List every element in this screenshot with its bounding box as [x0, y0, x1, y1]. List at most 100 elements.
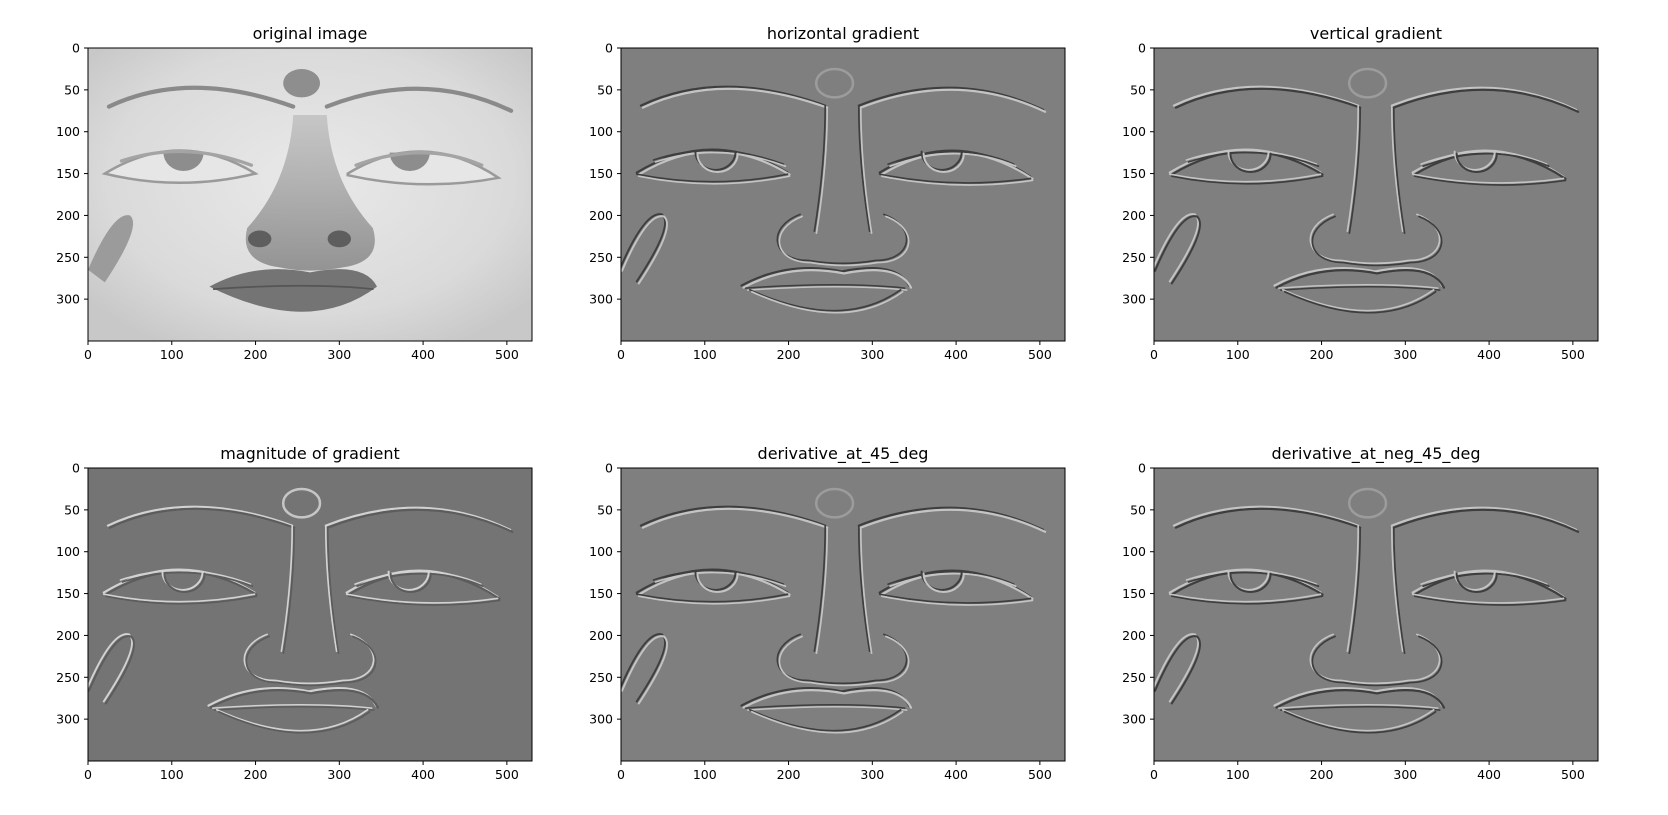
x-tick-label: 400 [1477, 347, 1501, 362]
lip-line-highlight [744, 704, 906, 709]
image-original [88, 48, 532, 341]
x-tick-label: 100 [693, 767, 717, 782]
nose-outline-shadow [1311, 635, 1443, 687]
eye-bottom-right-shadow [880, 595, 1034, 606]
eye-bottom-left-shadow [104, 595, 258, 605]
x-tick-label: 300 [860, 767, 884, 782]
subplot-title: derivative_at_45_deg [758, 444, 929, 464]
nose-outline-highlight [1309, 633, 1441, 685]
y-tick-label: 250 [56, 670, 80, 685]
y-tick-label: 0 [72, 41, 80, 56]
lip-line-highlight [1277, 284, 1439, 289]
lip-line-highlight [1277, 704, 1439, 709]
lid-right-highlight [1420, 150, 1548, 166]
subplot-title: original image [253, 24, 368, 43]
finger-highlight [621, 633, 667, 703]
x-tick-label: 100 [693, 347, 717, 362]
eye-bottom-left-shadow [637, 595, 791, 605]
subplot-gy: vertical gradient 0 100 200 300 400 500 0 50 100 1… [1122, 24, 1599, 362]
x-tick-label: 200 [244, 767, 268, 782]
lid-right-highlight [887, 150, 1015, 166]
lid-left-highlight [119, 569, 252, 586]
eye-bottom-right-shadow [1413, 595, 1567, 606]
axes-frame [1153, 467, 1599, 762]
brow-left-shadow [641, 507, 829, 529]
lid-left-highlight [1185, 569, 1318, 586]
iris-left-shadow [696, 152, 739, 173]
iris-right-shadow [922, 152, 965, 173]
subplot-gx: horizontal gradient 0 100 200 300 400 500 0 50 10… [589, 24, 1066, 362]
iris-right-highlight [1453, 570, 1496, 591]
finger-shadow [88, 635, 136, 705]
x-tick-label: 300 [327, 347, 351, 362]
eye-bottom-right-shadow [1413, 175, 1567, 186]
bridge-left-shadow [282, 526, 296, 655]
lip-bottom-highlight [1281, 288, 1435, 312]
y-tick-label: 150 [56, 166, 80, 181]
x-tick-label: 500 [495, 347, 519, 362]
subplot-title: vertical gradient [1310, 24, 1442, 43]
lip-top-shadow [209, 689, 380, 709]
y-tick-label: 300 [1122, 292, 1146, 307]
x-tick-label: 200 [1310, 347, 1334, 362]
bridge-right-shadow [859, 106, 873, 235]
nostril-left [248, 230, 272, 248]
bridge-left-shadow [1348, 106, 1362, 235]
brow-left-highlight [639, 505, 827, 527]
brow-right-highlight [324, 506, 512, 531]
lip-bottom-highlight [748, 708, 902, 732]
y-tick-label: 250 [1122, 670, 1146, 685]
image-gx [621, 48, 1065, 341]
y-tick-label: 300 [1122, 712, 1146, 727]
nose-outline-highlight [776, 633, 908, 685]
lid-right-highlight [1420, 570, 1548, 586]
iris-left-highlight [694, 150, 737, 171]
brow-right-highlight [1390, 506, 1578, 531]
x-tick-label: 0 [617, 347, 625, 362]
x-tick-label: 400 [1477, 767, 1501, 782]
y-tick-label: 100 [56, 124, 80, 139]
x-tick-label: 100 [1226, 767, 1250, 782]
eye-bottom-right-highlight [878, 173, 1032, 184]
image-mag [88, 468, 532, 761]
nose-outline-shadow [778, 215, 910, 267]
urna-mark [281, 487, 322, 519]
eye-bottom-left-highlight [635, 593, 789, 603]
nostril-right [327, 230, 351, 248]
y-tick-label: 250 [589, 670, 613, 685]
lip-top-shadow [1275, 689, 1446, 709]
bridge-left-shadow [1348, 526, 1362, 655]
x-tick-label: 100 [160, 767, 184, 782]
eye-bottom-right-highlight [1411, 173, 1565, 184]
image-dn45 [1154, 468, 1598, 761]
lip-bottom-shadow [217, 710, 371, 734]
iris-right-highlight [1453, 150, 1496, 171]
bridge-right-shadow [326, 526, 340, 655]
y-tick-label: 300 [56, 292, 80, 307]
lip-line-highlight [744, 284, 906, 289]
y-tick-label: 150 [1122, 586, 1146, 601]
axes-frame [87, 467, 533, 762]
y-tick-label: 200 [589, 208, 613, 223]
subplot-d45: derivative_at_45_deg 0 100 200 300 400 500 0 50 1… [589, 444, 1066, 782]
lid-right-shadow [356, 572, 484, 588]
bridge-right-shadow [1392, 106, 1406, 235]
lip-bottom-shadow [750, 710, 904, 734]
y-tick-label: 300 [589, 712, 613, 727]
brow-right-shadow [859, 88, 1047, 113]
y-tick-label: 200 [1122, 628, 1146, 643]
x-tick-label: 500 [1028, 767, 1052, 782]
nose-outline-highlight [1309, 213, 1441, 265]
y-tick-label: 100 [589, 544, 613, 559]
finger-highlight [88, 633, 134, 703]
lip-line [212, 284, 374, 290]
eye-top-right-shadow [1413, 151, 1567, 180]
y-tick-label: 200 [589, 628, 613, 643]
nose-outline-shadow [1311, 215, 1443, 267]
y-tick-label: 50 [597, 502, 613, 517]
lid-left-shadow [1187, 151, 1320, 168]
image-gy [1154, 48, 1598, 341]
axes-frame [1153, 47, 1599, 342]
y-tick-label: 200 [56, 628, 80, 643]
y-tick-label: 50 [1130, 82, 1146, 97]
